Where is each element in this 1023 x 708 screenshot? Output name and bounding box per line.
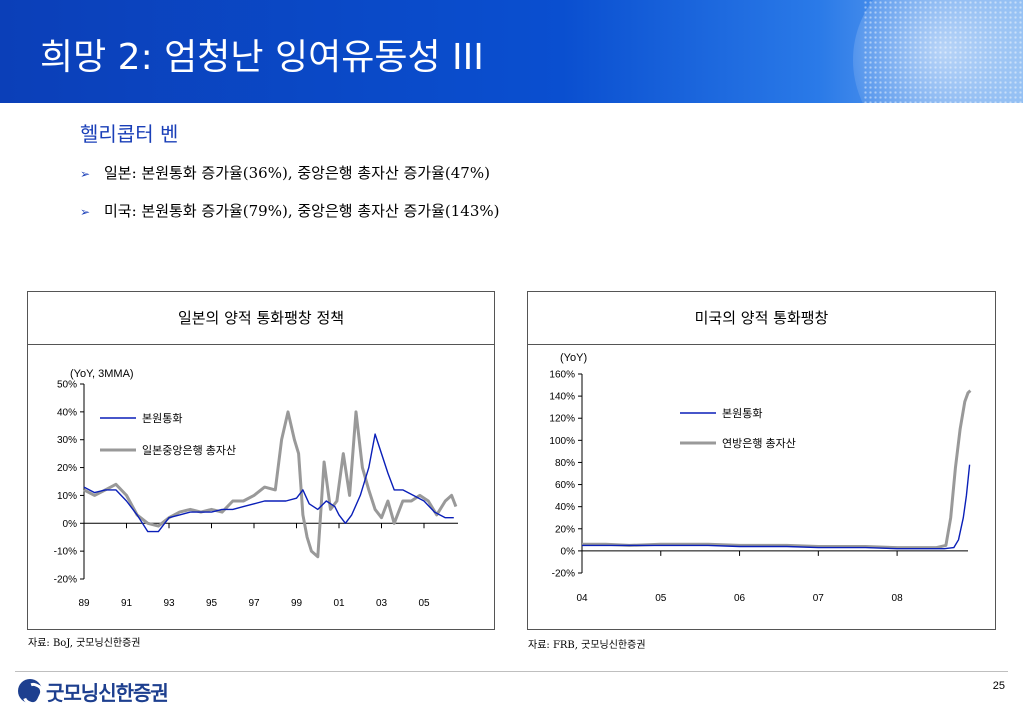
x-tick-label: 06 xyxy=(734,593,746,604)
us-chart: (YoY) -20% 0% 20% 40% 60% 80% 100% 120% 140% 160% 0… xyxy=(549,352,972,604)
company-logo: 굿모닝신한증권 xyxy=(18,678,169,705)
legend-label: 본원통화 xyxy=(142,412,182,425)
x-tick-label: 08 xyxy=(892,593,904,604)
x-tick-label: 07 xyxy=(813,593,825,604)
bullet-japan: ➢ 일본: 본원통화 증가율(36%), 중앙은행 총자산 증가율(47%) xyxy=(80,162,490,183)
y-tick-label: 60% xyxy=(555,480,575,491)
section-subtitle: 헬리콥터 벤 xyxy=(80,122,179,146)
arrow-bullet-icon: ➢ xyxy=(80,167,91,181)
footer-divider xyxy=(15,671,1008,672)
legend-label: 연방은행 총자산 xyxy=(722,437,796,450)
x-tick-label: 04 xyxy=(576,593,588,604)
x-tick-label: 01 xyxy=(333,598,345,609)
page-title: 희망 2: 엄청난 잉여유동성 III xyxy=(40,37,484,78)
y-tick-label: 30% xyxy=(57,435,77,446)
y-tick-label: 160% xyxy=(549,370,575,381)
y-tick-label: -10% xyxy=(54,547,77,558)
bullet-text: 미국: 본원통화 증가율(79%), 중앙은행 총자산 증가율(143%) xyxy=(104,202,500,220)
japan-chart-panel: 일본의 양적 통화팽창 정책 (YoY, 3MMA) -20% -10% 0% 10% 2… xyxy=(27,291,495,630)
y-tick-label: 50% xyxy=(57,380,77,391)
y-tick-label: 140% xyxy=(549,392,575,403)
legend-label: 일본중앙은행 총자산 xyxy=(142,443,236,457)
y-tick-label: 0% xyxy=(63,519,78,530)
x-tick-label: 93 xyxy=(163,598,175,609)
series-line-monetary-base xyxy=(83,433,454,533)
japan-chart-title: 일본의 양적 통화팽창 정책 xyxy=(28,292,494,345)
logo-mark-icon xyxy=(18,679,42,703)
page-number: 25 xyxy=(992,680,1005,692)
y-tick-label: 40% xyxy=(57,407,77,418)
us-chart-source: 자료: FRB, 굿모닝신한증권 xyxy=(528,640,646,651)
japan-chart: (YoY, 3MMA) -20% -10% 0% 10% 20% 30% 40% 50% 89 91… xyxy=(54,368,458,609)
y-tick-label: -20% xyxy=(54,575,77,586)
y-tick-label: 20% xyxy=(57,463,77,474)
y-tick-label: 20% xyxy=(555,524,575,535)
globe-graphic xyxy=(853,0,1023,103)
x-tick-label: 99 xyxy=(291,598,303,609)
x-tick-label: 05 xyxy=(655,593,667,604)
x-tick-label: 91 xyxy=(121,598,133,609)
y-tick-label: 80% xyxy=(555,458,575,469)
y-tick-label: 10% xyxy=(57,491,77,502)
globe-dots-graphic xyxy=(863,0,1023,103)
y-tick-label: 100% xyxy=(549,436,575,447)
us-chart-title: 미국의 양적 통화팽창 xyxy=(528,292,995,345)
series-line-total-assets xyxy=(582,389,972,550)
logo-text: 굿모닝신한증권 xyxy=(46,680,169,705)
unit-note: (YoY) xyxy=(560,352,587,364)
series-line-monetary-base xyxy=(582,464,971,550)
y-tick-label: 40% xyxy=(555,502,575,513)
x-tick-label: 03 xyxy=(376,598,388,609)
x-tick-label: 89 xyxy=(78,598,90,609)
legend-label: 본원통화 xyxy=(722,407,762,420)
x-tick-label: 97 xyxy=(248,598,260,609)
unit-note: (YoY, 3MMA) xyxy=(70,368,134,380)
japan-chart-source: 자료: BoJ, 굿모닝신한증권 xyxy=(28,638,141,649)
header-banner: 희망 2: 엄청난 잉여유동성 III xyxy=(0,0,1023,103)
bullet-us: ➢ 미국: 본원통화 증가율(79%), 중앙은행 총자산 증가율(143%) xyxy=(80,200,500,221)
x-tick-label: 95 xyxy=(206,598,218,609)
arrow-bullet-icon: ➢ xyxy=(80,205,91,219)
y-tick-label: 120% xyxy=(549,414,575,425)
y-tick-label: 0% xyxy=(561,546,576,557)
x-tick-label: 05 xyxy=(418,598,430,609)
series-line-total-assets xyxy=(83,410,458,559)
us-chart-panel: 미국의 양적 통화팽창 (YoY) -20% 0% 20% 40% 60% 80% 100% 1… xyxy=(527,291,996,630)
bullet-text: 일본: 본원통화 증가율(36%), 중앙은행 총자산 증가율(47%) xyxy=(104,164,490,182)
y-tick-label: -20% xyxy=(552,569,575,580)
